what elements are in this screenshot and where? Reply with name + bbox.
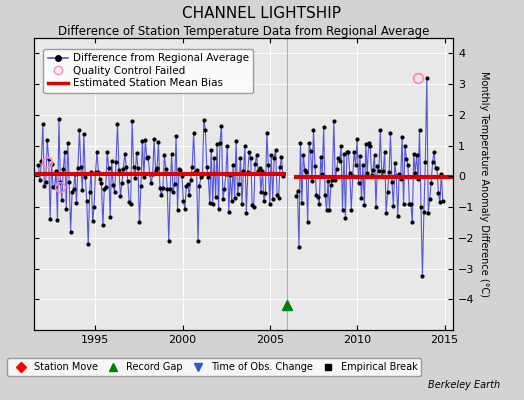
Legend: Station Move, Record Gap, Time of Obs. Change, Empirical Break: Station Move, Record Gap, Time of Obs. C… (7, 358, 421, 376)
Y-axis label: Monthly Temperature Anomaly Difference (°C): Monthly Temperature Anomaly Difference (… (478, 71, 488, 297)
Text: Berkeley Earth: Berkeley Earth (428, 380, 500, 390)
Text: CHANNEL LIGHTSHIP: CHANNEL LIGHTSHIP (182, 6, 342, 21)
Title: Difference of Station Temperature Data from Regional Average: Difference of Station Temperature Data f… (58, 25, 429, 38)
